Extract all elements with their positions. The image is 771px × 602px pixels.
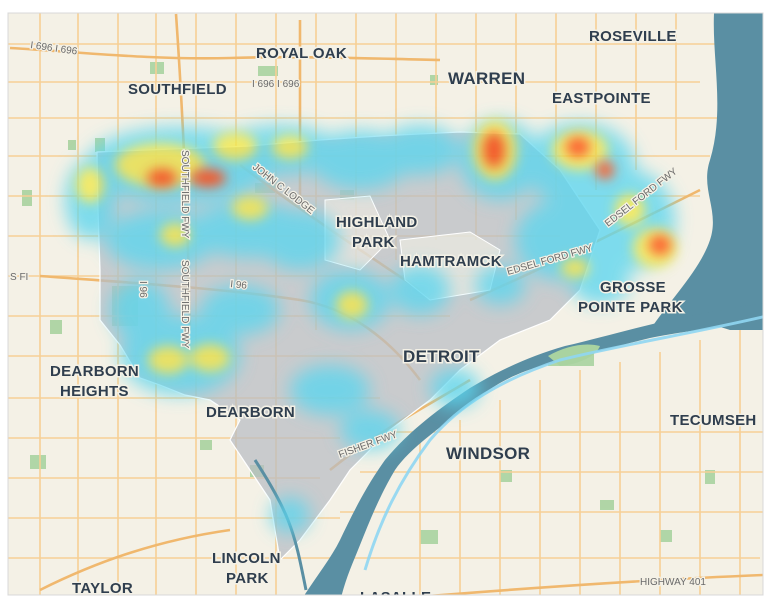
map-frame: [7, 12, 764, 596]
city-label-highland-park: HIGHLAND PARK: [336, 214, 418, 251]
city-label-windsor: WINDSOR: [446, 444, 530, 463]
road-label-i96: I 96: [230, 279, 248, 292]
road-label-southfield-fwy-north: SOUTHFIELD FWY: [179, 150, 190, 239]
city-label-lincoln-park: LINCOLN PARK: [212, 550, 281, 587]
city-label-dearborn: DEARBORN: [206, 404, 295, 421]
road-label-i94-left: S FI: [10, 272, 28, 283]
city-label-lasalle: LASALLE: [360, 589, 431, 602]
road-label-southfield-fwy-south: SOUTHFIELD FWY: [179, 260, 190, 349]
city-label-royal-oak: ROYAL OAK: [256, 45, 347, 62]
city-label-southfield: SOUTHFIELD: [128, 81, 227, 98]
city-label-taylor: TAYLOR: [72, 580, 133, 597]
detroit-river: [304, 303, 763, 595]
city-label-tecumseh: TECUMSEH: [670, 412, 757, 429]
lake-st-clair: [650, 13, 763, 330]
city-label-hamtramck: HAMTRAMCK: [400, 253, 502, 270]
city-label-dearborn-heights: DEARBORN HEIGHTS: [50, 363, 139, 400]
road-label-i696-royal-oak: I 696 I 696: [252, 79, 300, 90]
city-labels: ROYAL OAK ROSEVILLE SOUTHFIELD WARREN EA…: [49, 27, 758, 602]
heatmap-layer: [65, 120, 677, 533]
city-label-detroit: DETROIT: [403, 347, 480, 366]
road-label-i96-left: I 96: [137, 281, 148, 298]
city-label-roseville: ROSEVILLE: [589, 28, 677, 45]
city-label-grosse-pointe-park: GROSSE POINTE PARK: [578, 279, 683, 316]
road-label-highway-401: HIGHWAY 401: [640, 577, 706, 588]
channel-line: [363, 315, 763, 571]
city-label-eastpointe: EASTPOINTE: [552, 90, 651, 107]
city-label-warren: WARREN: [448, 69, 525, 88]
